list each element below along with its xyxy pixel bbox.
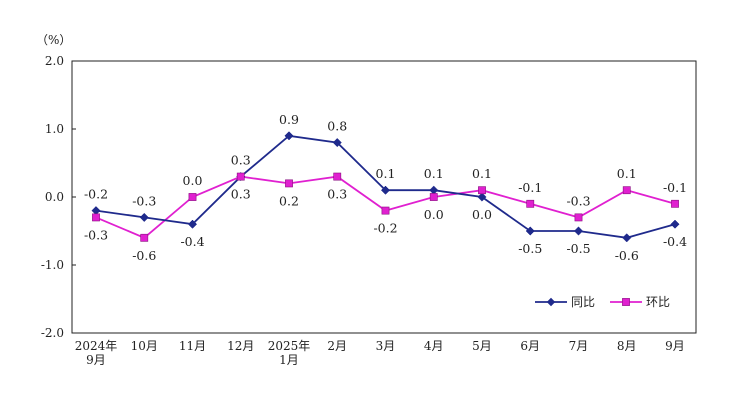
y-tick-label: 0.0 (45, 190, 64, 204)
series-1-point (92, 213, 100, 222)
y-unit-label: （%） (36, 33, 71, 47)
series-1-point (478, 186, 486, 195)
x-tick-label: 2月 (327, 339, 347, 353)
x-tick-label: 8月 (617, 339, 637, 353)
series-1-data-label: -0.3 (84, 227, 108, 242)
series-0-data-label: -0.3 (132, 193, 156, 208)
plot-frame (71, 60, 697, 334)
series-0-point (573, 226, 584, 236)
series-0-data-label: -0.4 (663, 234, 687, 249)
series-1-data-label: 0.0 (183, 173, 203, 188)
series-1-data-label: 0.0 (424, 207, 444, 222)
series-0-data-label: 0.3 (231, 153, 251, 168)
series-0-point (622, 233, 632, 243)
series-1-data-label: -0.2 (373, 221, 397, 236)
series-1-data-label: -0.1 (518, 180, 542, 195)
y-tick-label: 2.0 (45, 54, 64, 68)
series-0-point (525, 226, 535, 236)
x-tick-label: 6月 (520, 339, 540, 353)
series-0-point (332, 138, 342, 148)
series-0-data-label: -0.5 (566, 241, 590, 256)
series-0-point (284, 131, 294, 141)
series-0-point (139, 212, 149, 222)
x-tick-label: 2025年 (268, 339, 311, 353)
series-1-data-label: -0.6 (132, 248, 156, 263)
series-1-point (333, 172, 342, 181)
legend-marker-1 (622, 298, 630, 306)
series-1-point (671, 199, 679, 208)
series-1-point (526, 199, 535, 208)
series-0-point (477, 192, 487, 202)
series-1-data-label: -0.1 (663, 180, 687, 195)
legend-label-1: 环比 (646, 295, 670, 309)
legend: 同比 环比 (535, 295, 670, 309)
legend-label-0: 同比 (571, 295, 595, 309)
series-0-data-label: -0.5 (518, 241, 542, 256)
x-tick-label: 9月 (86, 353, 106, 367)
y-tick-label: -2.0 (41, 326, 64, 340)
legend-marker-0 (546, 297, 556, 307)
series-1-data-label: 0.1 (617, 166, 637, 181)
x-tick-label: 2024年 (75, 339, 118, 353)
x-tick-label: 7月 (569, 339, 589, 353)
x-tick-label: 1月 (279, 353, 299, 367)
series-0-data-label: -0.6 (615, 248, 639, 263)
x-tick-label: 9月 (665, 339, 685, 353)
series-1-point (381, 206, 390, 215)
series-1-data-label: 0.3 (327, 187, 347, 202)
series-1-point (188, 193, 197, 201)
series-0-data-label: 0.8 (327, 119, 347, 134)
series-0-point (380, 185, 391, 195)
series-1-data-label: 0.3 (231, 187, 251, 202)
series-0-data-label: -0.4 (180, 234, 204, 249)
series-1-point (236, 172, 245, 181)
x-tick-label: 12月 (227, 339, 254, 353)
y-tick-label: 1.0 (45, 122, 64, 136)
series-1-point (429, 193, 438, 201)
series-1-data-label: 0.2 (279, 193, 299, 208)
series-1-point (574, 213, 583, 222)
series-0-point (670, 219, 680, 229)
y-tick-label: -1.0 (41, 258, 64, 272)
x-tick-label: 5月 (472, 339, 492, 353)
x-tick-label: 10月 (131, 339, 158, 353)
x-tick-label: 4月 (424, 339, 444, 353)
series-1-data-label: 0.1 (472, 166, 492, 181)
x-tick-label: 11月 (179, 339, 206, 353)
series-0-data-label: 0.1 (424, 166, 444, 181)
series-0-point (187, 219, 198, 229)
series-0-data-label: 0.9 (279, 112, 299, 127)
series-0-data-label: -0.2 (84, 187, 108, 202)
series-1-data-label: -0.3 (566, 193, 590, 208)
x-tick-label: 3月 (376, 339, 396, 353)
series-1-point (622, 186, 631, 195)
series-0-data-label: 0.1 (376, 166, 396, 181)
series-0-data-label: 0.0 (472, 207, 492, 222)
series-1-point (285, 179, 293, 188)
series-1-point (140, 233, 149, 242)
